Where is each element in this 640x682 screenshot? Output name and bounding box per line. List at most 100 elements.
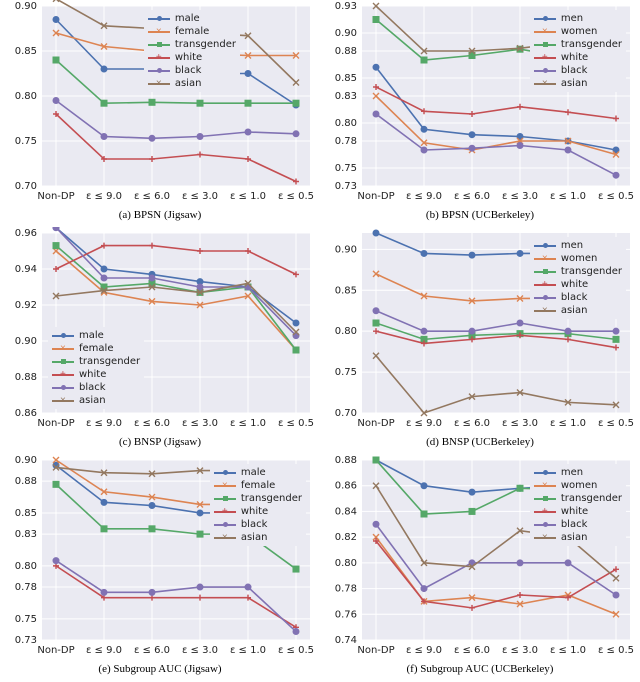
svg-text:0.80: 0.80 bbox=[15, 561, 37, 572]
legend-item-asian: ×asian bbox=[214, 531, 302, 544]
panel-caption: (a) BPSN (Jigsaw) bbox=[0, 209, 320, 221]
svg-text:0.90: 0.90 bbox=[15, 336, 37, 347]
legend-label: white bbox=[175, 51, 202, 64]
svg-text:0.75: 0.75 bbox=[335, 163, 357, 174]
svg-text:0.70: 0.70 bbox=[335, 408, 357, 419]
legend-label: female bbox=[241, 479, 275, 492]
figure-root: 0.70 0.75 0.80 0.85 0.90 Non-DP ε ≤ 9.0 ε ≤ 6.0… bbox=[0, 0, 640, 682]
panel-caption: (c) BNSP (Jigsaw) bbox=[0, 436, 320, 448]
legend-label: asian bbox=[561, 304, 588, 317]
svg-text:ε ≤ 3.0: ε ≤ 3.0 bbox=[182, 645, 218, 656]
legend-item-female: ×female bbox=[214, 479, 302, 492]
legend-label: black bbox=[561, 64, 588, 77]
legend-label: transgender bbox=[561, 38, 622, 51]
legend-label: asian bbox=[79, 394, 106, 407]
svg-text:0.90: 0.90 bbox=[335, 244, 357, 255]
legend-label: white bbox=[79, 368, 106, 381]
legend: men×womentransgender+whiteblack×asian bbox=[530, 10, 626, 92]
svg-text:0.73: 0.73 bbox=[15, 635, 37, 646]
legend-label: transgender bbox=[241, 492, 302, 505]
svg-text:0.80: 0.80 bbox=[15, 91, 37, 102]
legend-label: white bbox=[561, 278, 588, 291]
legend-item-men: men bbox=[534, 12, 622, 25]
panel-caption: (f) Subgroup AUC (UCBerkeley) bbox=[320, 663, 640, 675]
legend-label: women bbox=[561, 252, 598, 265]
legend-label: male bbox=[79, 329, 104, 342]
svg-text:0.73: 0.73 bbox=[335, 181, 357, 192]
svg-text:ε ≤ 0.5: ε ≤ 0.5 bbox=[598, 418, 634, 429]
panel-e: 0.730.750.780.800.830.850.880.90Non-DPε … bbox=[0, 454, 320, 681]
legend-item-black: black bbox=[534, 64, 622, 77]
legend-item-male: male bbox=[148, 12, 236, 25]
svg-text:0.78: 0.78 bbox=[15, 582, 37, 593]
svg-text:Non-DP: Non-DP bbox=[37, 418, 74, 429]
svg-text:Non-DP: Non-DP bbox=[357, 191, 394, 202]
legend-label: white bbox=[561, 51, 588, 64]
panel-d: 0.700.750.800.850.90Non-DPε ≤ 9.0ε ≤ 6.0… bbox=[320, 227, 640, 454]
legend-item-male: male bbox=[214, 466, 302, 479]
legend-label: white bbox=[241, 505, 268, 518]
svg-text:0.92: 0.92 bbox=[15, 300, 37, 311]
legend-item-black: black bbox=[52, 381, 140, 394]
svg-text:ε ≤ 9.0: ε ≤ 9.0 bbox=[86, 191, 122, 202]
svg-text:Non-DP: Non-DP bbox=[37, 645, 74, 656]
svg-text:0.90: 0.90 bbox=[15, 1, 37, 12]
legend-label: women bbox=[561, 479, 598, 492]
panel-b: 0.730.750.780.800.830.850.880.900.93Non-… bbox=[320, 0, 640, 227]
svg-text:Non-DP: Non-DP bbox=[357, 645, 394, 656]
legend-item-white: +white bbox=[148, 51, 236, 64]
legend-label: asian bbox=[561, 77, 588, 90]
svg-text:0.82: 0.82 bbox=[335, 532, 357, 543]
svg-text:ε ≤ 9.0: ε ≤ 9.0 bbox=[86, 418, 122, 429]
legend-item-women: ×women bbox=[534, 25, 622, 38]
svg-text:ε ≤ 3.0: ε ≤ 3.0 bbox=[502, 645, 538, 656]
svg-text:0.88: 0.88 bbox=[15, 372, 37, 383]
svg-text:0.74: 0.74 bbox=[335, 635, 357, 646]
svg-text:ε ≤ 9.0: ε ≤ 9.0 bbox=[86, 645, 122, 656]
svg-text:0.88: 0.88 bbox=[335, 46, 357, 57]
legend-label: transgender bbox=[561, 265, 622, 278]
svg-text:0.75: 0.75 bbox=[335, 367, 357, 378]
svg-text:0.85: 0.85 bbox=[335, 285, 357, 296]
svg-text:ε ≤ 9.0: ε ≤ 9.0 bbox=[406, 191, 442, 202]
svg-text:0.80: 0.80 bbox=[335, 118, 357, 129]
svg-text:ε ≤ 3.0: ε ≤ 3.0 bbox=[502, 191, 538, 202]
legend-item-transgender: transgender bbox=[214, 492, 302, 505]
svg-text:ε ≤ 1.0: ε ≤ 1.0 bbox=[230, 191, 266, 202]
legend-item-white: +white bbox=[534, 51, 622, 64]
svg-text:ε ≤ 3.0: ε ≤ 3.0 bbox=[502, 418, 538, 429]
legend-label: transgender bbox=[175, 38, 236, 51]
svg-text:ε ≤ 6.0: ε ≤ 6.0 bbox=[454, 191, 490, 202]
legend-item-white: +white bbox=[534, 505, 622, 518]
legend-label: female bbox=[79, 342, 113, 355]
legend-label: transgender bbox=[561, 492, 622, 505]
svg-text:ε ≤ 0.5: ε ≤ 0.5 bbox=[598, 191, 634, 202]
panel-f: 0.740.760.780.800.820.840.860.88Non-DPε … bbox=[320, 454, 640, 681]
legend-label: asian bbox=[175, 77, 202, 90]
legend-label: male bbox=[175, 12, 200, 25]
legend-item-men: men bbox=[534, 466, 622, 479]
svg-text:0.78: 0.78 bbox=[335, 584, 357, 595]
legend-label: black bbox=[175, 64, 202, 77]
legend: male×femaletransgender+whiteblack×asian bbox=[48, 327, 144, 409]
legend-item-white: +white bbox=[52, 368, 140, 381]
legend-label: black bbox=[79, 381, 106, 394]
legend-label: black bbox=[561, 291, 588, 304]
legend-item-asian: ×asian bbox=[534, 531, 622, 544]
svg-text:0.75: 0.75 bbox=[15, 136, 37, 147]
legend-label: asian bbox=[561, 531, 588, 544]
legend-label: black bbox=[561, 518, 588, 531]
legend: men×womentransgender+whiteblack×asian bbox=[530, 464, 626, 546]
legend-label: men bbox=[561, 466, 583, 479]
svg-text:0.85: 0.85 bbox=[15, 46, 37, 57]
legend-item-black: black bbox=[534, 291, 622, 304]
legend-item-women: ×women bbox=[534, 479, 622, 492]
legend-item-female: ×female bbox=[148, 25, 236, 38]
svg-text:ε ≤ 6.0: ε ≤ 6.0 bbox=[134, 645, 170, 656]
svg-text:0.83: 0.83 bbox=[15, 529, 37, 540]
svg-text:ε ≤ 9.0: ε ≤ 9.0 bbox=[406, 418, 442, 429]
legend-item-black: black bbox=[148, 64, 236, 77]
svg-text:0.85: 0.85 bbox=[335, 73, 357, 84]
legend-label: black bbox=[241, 518, 268, 531]
legend-item-male: male bbox=[52, 329, 140, 342]
